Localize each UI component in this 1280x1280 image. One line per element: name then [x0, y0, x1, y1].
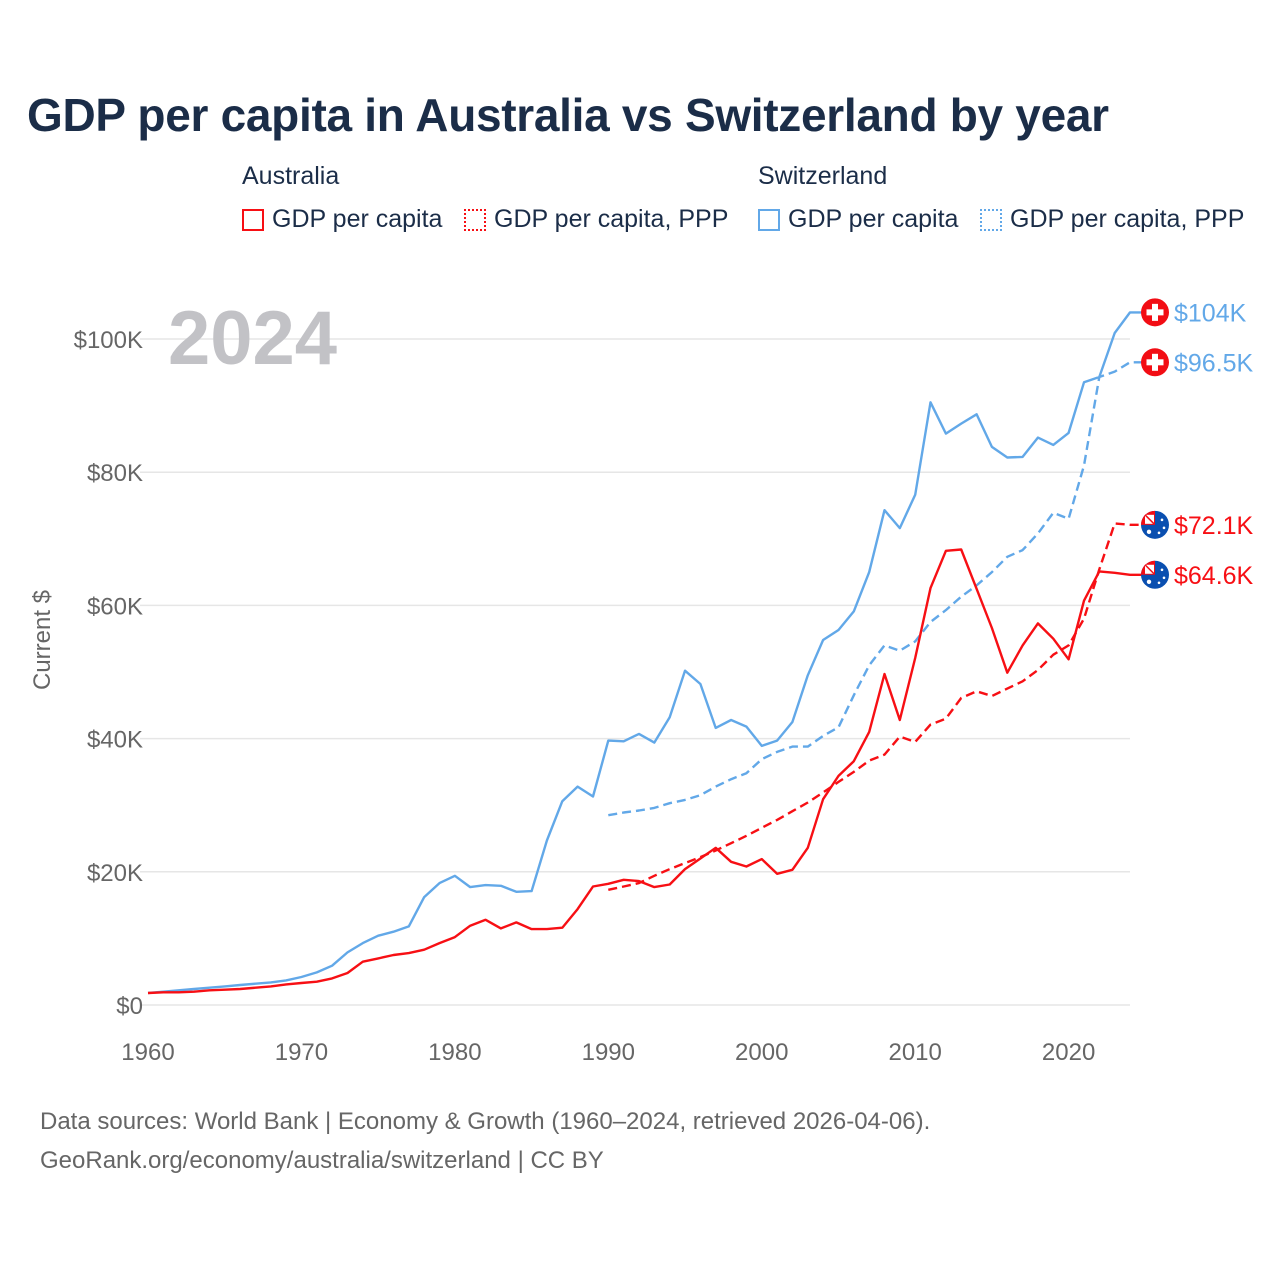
- legend-label: GDP per capita: [788, 205, 959, 233]
- australia-flag-icon: [1141, 560, 1169, 589]
- switzerland-flag-icon: [1141, 348, 1169, 377]
- line-chart: $0 $20K $40K $60K $80K $100K 1960 1970 1980 1990 2…: [29, 296, 1254, 1066]
- x-tick-label: 2010: [888, 1039, 941, 1066]
- end-value-label: $72.1K: [1174, 512, 1254, 540]
- year-watermark: 2024: [168, 296, 337, 381]
- legend-swatch-dotted-red: [464, 208, 486, 231]
- footer-sources: Data sources: World Bank | Economy & Gro…: [40, 1108, 931, 1135]
- y-axis-label: Current $: [29, 590, 56, 690]
- legend-swatch-dotted-blue: [980, 208, 1002, 231]
- series-line-australia-ppp[interactable]: [608, 522, 1145, 891]
- switzerland-flag-icon: [1141, 298, 1169, 327]
- y-tick-label: $20K: [87, 860, 143, 887]
- australia-flag-icon: [1141, 510, 1169, 539]
- y-tick-label: $100K: [74, 327, 143, 354]
- x-tick-label: 1990: [582, 1039, 635, 1066]
- legend-group-australia: Australia: [242, 162, 340, 190]
- x-tick-label: 1970: [275, 1039, 328, 1066]
- legend-item-switzerland-gdp[interactable]: GDP per capita: [758, 205, 958, 234]
- series-line-australia-gdp[interactable]: [147, 548, 1145, 995]
- legend-item-australia-ppp[interactable]: GDP per capita, PPP: [464, 205, 728, 234]
- y-tick-label: $80K: [87, 460, 143, 487]
- y-tick-label: $60K: [87, 593, 143, 620]
- y-tick-label: $0: [116, 993, 143, 1020]
- end-value-label: $104K: [1174, 299, 1247, 327]
- legend-label: GDP per capita: [272, 205, 443, 233]
- end-value-label: $64.6K: [1174, 562, 1254, 590]
- x-tick-label: 1960: [121, 1039, 174, 1066]
- end-value-label: $96.5K: [1174, 349, 1254, 377]
- legend-item-switzerland-ppp[interactable]: GDP per capita, PPP: [980, 205, 1244, 234]
- x-tick-label: 1980: [428, 1039, 481, 1066]
- x-tick-label: 2020: [1042, 1039, 1095, 1066]
- legend-swatch-solid-blue: [758, 208, 780, 231]
- y-tick-label: $40K: [87, 727, 143, 754]
- x-tick-label: 2000: [735, 1039, 788, 1066]
- legend-group-switzerland: Switzerland: [758, 162, 888, 190]
- legend-swatch-solid-red: [242, 208, 264, 231]
- chart-title: GDP per capita in Australia vs Switzerla…: [27, 89, 1109, 141]
- series-line-switzerland-gdp[interactable]: [147, 311, 1145, 995]
- legend-label: GDP per capita, PPP: [1010, 205, 1245, 233]
- footer-url[interactable]: GeoRank.org/economy/australia/switzerlan…: [40, 1147, 604, 1174]
- legend-label: GDP per capita, PPP: [494, 205, 729, 233]
- legend-item-australia-gdp[interactable]: GDP per capita: [242, 205, 442, 234]
- series-line-switzerland-ppp[interactable]: [608, 361, 1145, 817]
